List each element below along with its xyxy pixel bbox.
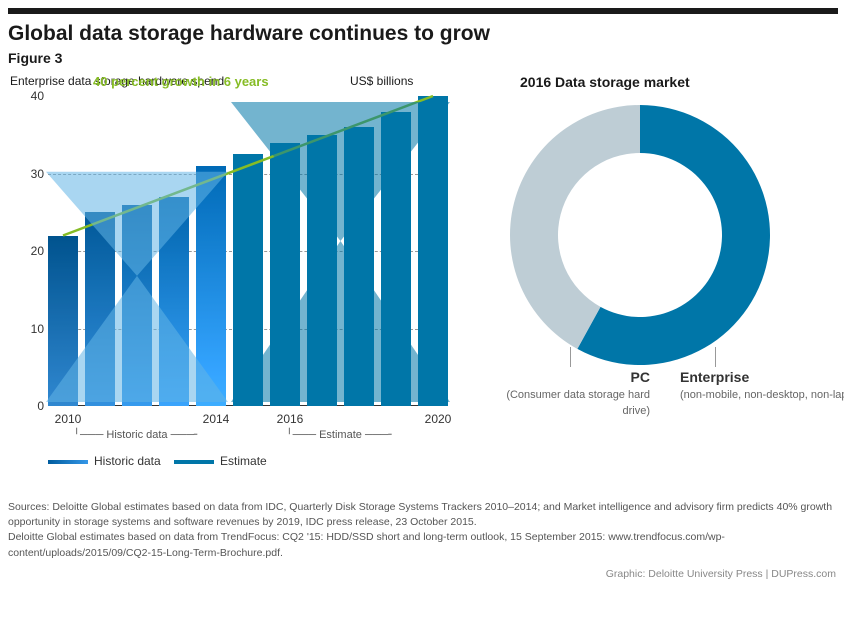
leader-line [570,347,571,367]
x-axis-label: 2016 [270,412,310,426]
donut-enterprise-sub: (non-mobile, non-desktop, non-laptop) [680,389,844,401]
bar-plot: 010203040201020142016202040 percent grow… [48,96,418,406]
subtitle: Figure 3 [8,50,62,66]
legend: Historic data Estimate [48,454,267,468]
x-axis-label: 2014 [196,412,236,426]
footnote: Deloitte Global estimates based on data … [8,530,836,560]
title-bar [8,8,838,14]
legend-historic-label: Historic data [94,454,161,468]
donut-enterprise-label: Enterprise [680,369,749,385]
donut-segment [510,105,640,349]
arrow-shapes [18,96,448,406]
donut-label-pc: PC (Consumer data storage hard drive) [480,369,650,417]
footnotes: Sources: Deloitte Global estimates based… [8,500,836,582]
bar-chart-unit: US$ billions [350,74,413,88]
x-axis-label: 2020 [418,412,458,426]
x-segment-estimate: ╵─── Estimate ───╴ [233,428,448,441]
main-title: Global data storage hardware continues t… [8,22,490,46]
graphic-credit: Graphic: Deloitte University Press | DUP… [8,567,836,582]
leader-line [715,347,716,367]
donut-pc-sub: (Consumer data storage hard drive) [506,389,650,417]
growth-annotation: 40 percent growth in 6 years [93,74,269,89]
legend-estimate-label: Estimate [220,454,267,468]
donut-chart [500,95,780,375]
x-segment-historic: ╵─── Historic data ───╴ [48,428,226,441]
donut-label-enterprise: Enterprise (non-mobile, non-desktop, non-… [680,369,844,401]
footnote: Sources: Deloitte Global estimates based… [8,500,836,530]
x-axis-label: 2010 [48,412,88,426]
chart-area: Enterprise data storage hardware spend U… [0,74,844,494]
donut-pc-label: PC [631,369,650,385]
donut-title: 2016 Data storage market [520,74,690,90]
